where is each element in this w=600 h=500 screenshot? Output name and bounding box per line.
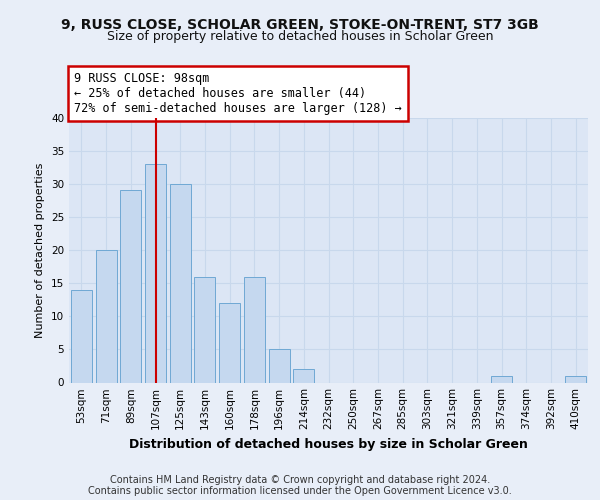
Bar bbox=[95, 250, 116, 382]
Bar bbox=[565, 376, 586, 382]
Bar bbox=[244, 276, 265, 382]
Text: 9 RUSS CLOSE: 98sqm
← 25% of detached houses are smaller (44)
72% of semi-detach: 9 RUSS CLOSE: 98sqm ← 25% of detached ho… bbox=[74, 72, 402, 115]
Bar bbox=[194, 276, 215, 382]
Bar bbox=[120, 190, 141, 382]
Bar bbox=[145, 164, 166, 382]
Bar bbox=[219, 303, 240, 382]
Text: Contains HM Land Registry data © Crown copyright and database right 2024.: Contains HM Land Registry data © Crown c… bbox=[110, 475, 490, 485]
Bar bbox=[170, 184, 191, 382]
Y-axis label: Number of detached properties: Number of detached properties bbox=[35, 162, 46, 338]
Text: 9, RUSS CLOSE, SCHOLAR GREEN, STOKE-ON-TRENT, ST7 3GB: 9, RUSS CLOSE, SCHOLAR GREEN, STOKE-ON-T… bbox=[61, 18, 539, 32]
Bar bbox=[293, 369, 314, 382]
Bar bbox=[491, 376, 512, 382]
Bar bbox=[71, 290, 92, 382]
X-axis label: Distribution of detached houses by size in Scholar Green: Distribution of detached houses by size … bbox=[129, 438, 528, 451]
Text: Size of property relative to detached houses in Scholar Green: Size of property relative to detached ho… bbox=[107, 30, 493, 43]
Text: Contains public sector information licensed under the Open Government Licence v3: Contains public sector information licen… bbox=[88, 486, 512, 496]
Bar bbox=[269, 350, 290, 382]
